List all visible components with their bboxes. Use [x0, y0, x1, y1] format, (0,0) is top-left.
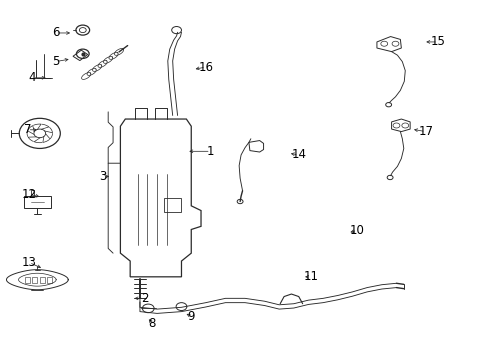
Text: 3: 3 [99, 170, 107, 183]
Text: 2: 2 [141, 292, 148, 305]
Text: 13: 13 [22, 256, 36, 269]
Text: 11: 11 [303, 270, 318, 283]
Text: 1: 1 [207, 145, 215, 158]
Bar [24, 196, 51, 208]
Text: 8: 8 [148, 317, 156, 330]
Text: 6: 6 [51, 27, 59, 40]
Text: 16: 16 [198, 60, 214, 73]
Bar [40, 277, 45, 283]
Text: 14: 14 [291, 148, 306, 161]
Text: 9: 9 [188, 310, 195, 323]
Text: 4: 4 [29, 71, 36, 84]
Text: 12: 12 [22, 188, 37, 201]
Text: 7: 7 [24, 123, 31, 136]
Text: 17: 17 [418, 125, 433, 138]
Bar [25, 277, 30, 283]
Bar [47, 277, 52, 283]
Text: 10: 10 [350, 224, 365, 237]
Text: 15: 15 [431, 35, 445, 49]
Bar [32, 277, 37, 283]
Bar [164, 198, 181, 212]
Text: 5: 5 [52, 55, 59, 68]
